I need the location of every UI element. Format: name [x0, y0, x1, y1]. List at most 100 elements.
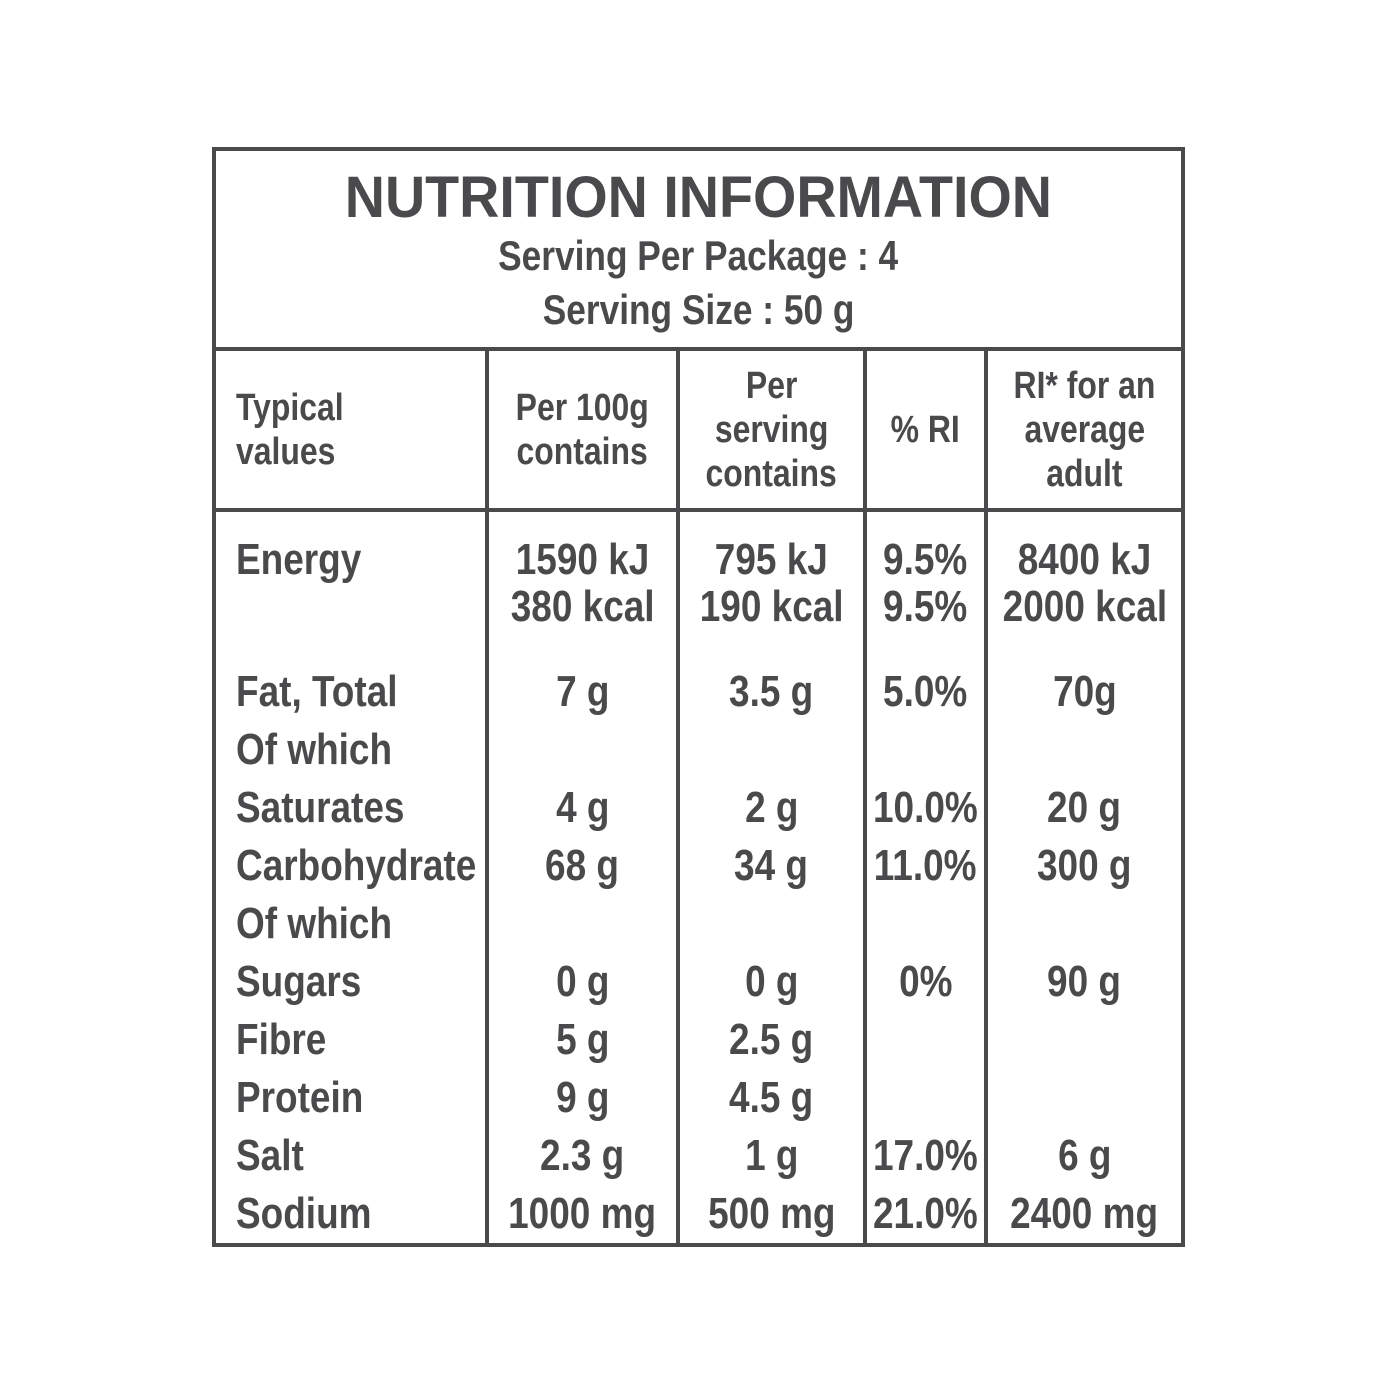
value: 7 g: [555, 667, 610, 716]
cell-percent-ri: [863, 721, 984, 779]
value: 90 g: [1047, 957, 1122, 1006]
cell-percent-ri: 21.0%: [863, 1185, 984, 1243]
cell-percent-ri: 0%: [863, 953, 984, 1011]
cell-per-100g: [485, 895, 676, 953]
serving-size: Serving Size : 50 g: [216, 283, 1181, 337]
value: 11.0%: [874, 841, 977, 890]
cell-per-serving: 0 g: [676, 953, 863, 1011]
value: 1000 mg: [508, 1189, 657, 1238]
value-line: 190 kcal: [699, 582, 844, 631]
value: 2.3 g: [540, 1131, 625, 1180]
value: 6 g: [1057, 1131, 1112, 1180]
row-label-cell: Fibre: [216, 1011, 485, 1069]
value: 0 g: [744, 957, 799, 1006]
cell-ri-average-adult: 70g: [984, 663, 1181, 721]
cell-per-100g: 7 g: [485, 663, 676, 721]
cell-percent-ri: [863, 1069, 984, 1127]
value: 1 g: [744, 1131, 799, 1180]
value: 20 g: [1047, 783, 1122, 832]
cell-per-100g: [485, 721, 676, 779]
cell-percent-ri: 10.0%: [863, 779, 984, 837]
row-label-cell: Energy: [216, 512, 485, 663]
cell-ri-average-adult: 20 g: [984, 779, 1181, 837]
row-label-cell: Of which: [216, 895, 485, 953]
cell-per-100g: 2.3 g: [485, 1127, 676, 1185]
column-header-line: serving: [714, 408, 829, 451]
row-label: Fibre: [236, 1015, 327, 1064]
column-header-line: Per 100g: [515, 386, 650, 429]
serving-size-text: Serving Size : 50 g: [542, 286, 855, 333]
row-label: Saturates: [236, 783, 405, 832]
cell-per-100g: 4 g: [485, 779, 676, 837]
column-header-line: average: [1024, 408, 1145, 451]
cell-per-serving: 2 g: [676, 779, 863, 837]
column-header-ri-average-adult: RI* for an average adult: [984, 351, 1181, 508]
value-line: 9.5%: [883, 582, 968, 631]
cell-percent-ri: 9.5% 9.5%: [863, 512, 984, 663]
row-label: Sugars: [236, 957, 362, 1006]
value: 34 g: [734, 841, 809, 890]
column-header-line: Typical: [236, 386, 344, 429]
cell-per-serving: 795 kJ 190 kcal: [676, 512, 863, 663]
value: 300 g: [1037, 841, 1132, 890]
cell-per-100g: 1000 mg: [485, 1185, 676, 1243]
value-line: 9.5%: [883, 535, 968, 584]
cell-per-serving: 34 g: [676, 837, 863, 895]
cell-per-serving: [676, 721, 863, 779]
nutrition-label: NUTRITION INFORMATION Serving Per Packag…: [212, 147, 1185, 1247]
column-header-line: RI* for an: [1013, 364, 1156, 407]
cell-ri-average-adult: [984, 1069, 1181, 1127]
value: 70g: [1052, 667, 1117, 716]
value: 2.5 g: [729, 1015, 814, 1064]
row-label-cell: Sugars: [216, 953, 485, 1011]
row-label: Salt: [236, 1131, 304, 1180]
cell-per-serving: 500 mg: [676, 1185, 863, 1243]
column-header-row: Typical values Per 100g contains Per ser…: [216, 347, 1181, 512]
value: 17.0%: [873, 1131, 978, 1180]
value: 500 mg: [707, 1189, 836, 1238]
cell-percent-ri: [863, 1011, 984, 1069]
row-label-cell: Protein: [216, 1069, 485, 1127]
column-header-line: contains: [705, 452, 838, 495]
value-line: 380 kcal: [510, 582, 655, 631]
cell-percent-ri: [863, 895, 984, 953]
row-label-cell: Sodium: [216, 1185, 485, 1243]
column-header-line: % RI: [890, 408, 961, 451]
cell-ri-average-adult: [984, 721, 1181, 779]
cell-per-serving: 2.5 g: [676, 1011, 863, 1069]
cell-percent-ri: 17.0%: [863, 1127, 984, 1185]
value: 3.5 g: [729, 667, 814, 716]
value-line: 2000 kcal: [1002, 582, 1167, 631]
cell-per-100g: 9 g: [485, 1069, 676, 1127]
row-label: Sodium: [236, 1189, 372, 1238]
column-header-line: adult: [1046, 452, 1123, 495]
serving-per-package-text: Serving Per Package : 4: [498, 232, 899, 279]
cell-ri-average-adult: 6 g: [984, 1127, 1181, 1185]
column-header-line: values: [236, 430, 336, 473]
value: 5.0%: [883, 667, 968, 716]
cell-ri-average-adult: 90 g: [984, 953, 1181, 1011]
row-label-cell: Fat, Total: [216, 663, 485, 721]
row-label: Of which: [236, 725, 393, 774]
column-header-line: contains: [516, 430, 649, 473]
title-section: NUTRITION INFORMATION Serving Per Packag…: [216, 151, 1181, 347]
cell-per-serving: [676, 895, 863, 953]
value: 5 g: [555, 1015, 610, 1064]
row-label: Fat, Total: [236, 667, 398, 716]
row-label: Energy: [236, 535, 362, 584]
row-label: Protein: [236, 1073, 364, 1122]
value: 68 g: [545, 841, 620, 890]
cell-ri-average-adult: 300 g: [984, 837, 1181, 895]
cell-percent-ri: 5.0%: [863, 663, 984, 721]
label-title: NUTRITION INFORMATION: [216, 167, 1181, 229]
cell-per-100g: 0 g: [485, 953, 676, 1011]
cell-per-serving: 1 g: [676, 1127, 863, 1185]
nutrition-table-body: Energy 1590 kJ 380 kcal 795 kJ 190 kcal …: [216, 512, 1181, 1243]
column-header-typical-values: Typical values: [216, 351, 485, 508]
label-title-text: NUTRITION INFORMATION: [344, 165, 1053, 230]
value-line: 795 kJ: [714, 535, 829, 584]
cell-per-100g: 68 g: [485, 837, 676, 895]
cell-per-100g: 5 g: [485, 1011, 676, 1069]
cell-ri-average-adult: [984, 1011, 1181, 1069]
